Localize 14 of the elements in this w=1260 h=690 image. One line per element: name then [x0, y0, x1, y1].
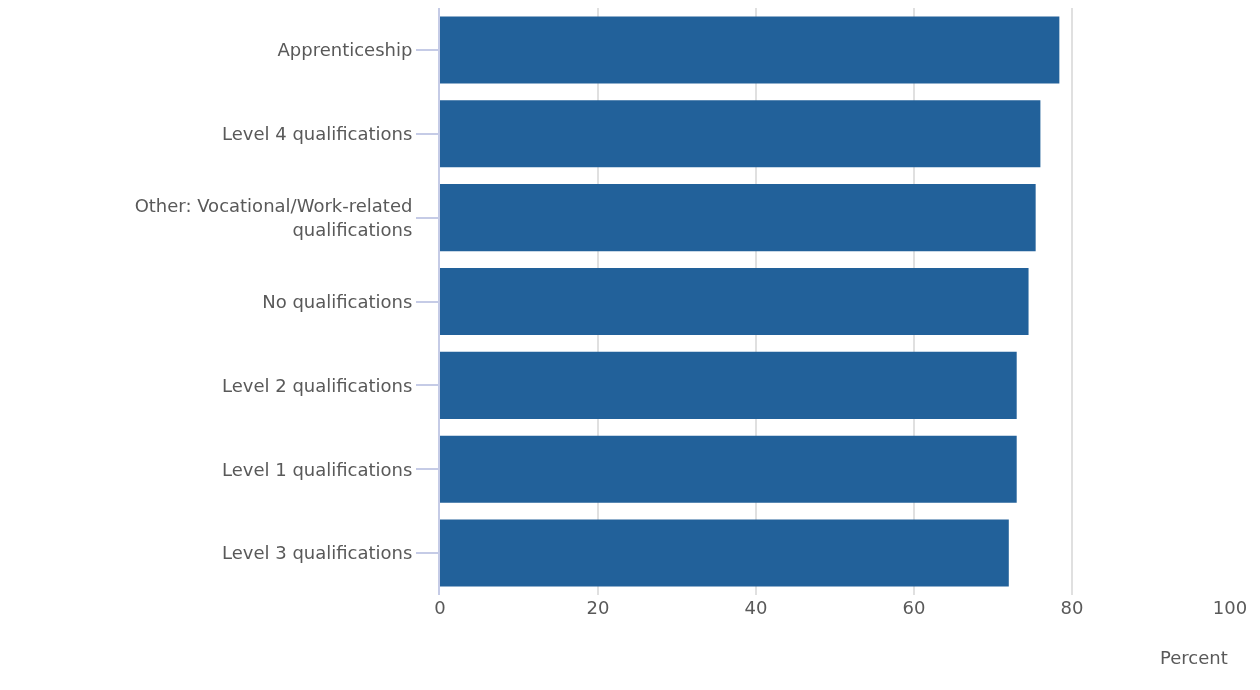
y-tick-label: Level 1 qualifications: [221, 458, 413, 480]
y-tick-label: Level 4 qualifications: [221, 123, 413, 145]
y-tick-label: Apprenticeship: [277, 39, 413, 61]
y-tick-label: Level 3 qualifications: [221, 542, 413, 564]
x-tick-label: 40: [744, 597, 768, 618]
y-tick-label: Other: Vocational/Work-related qualifications: [134, 195, 413, 240]
x-axis-title: Percent: [1160, 647, 1228, 668]
x-tick-label: 20: [586, 597, 610, 618]
x-tick-label: 0: [434, 597, 446, 618]
x-tick-label: 100: [1212, 597, 1248, 618]
y-tick-label: No qualifications: [262, 290, 413, 312]
y-tick-label: Level 2 qualifications: [221, 374, 413, 396]
x-tick-label: 60: [902, 597, 926, 618]
x-tick-label: 80: [1060, 597, 1084, 618]
